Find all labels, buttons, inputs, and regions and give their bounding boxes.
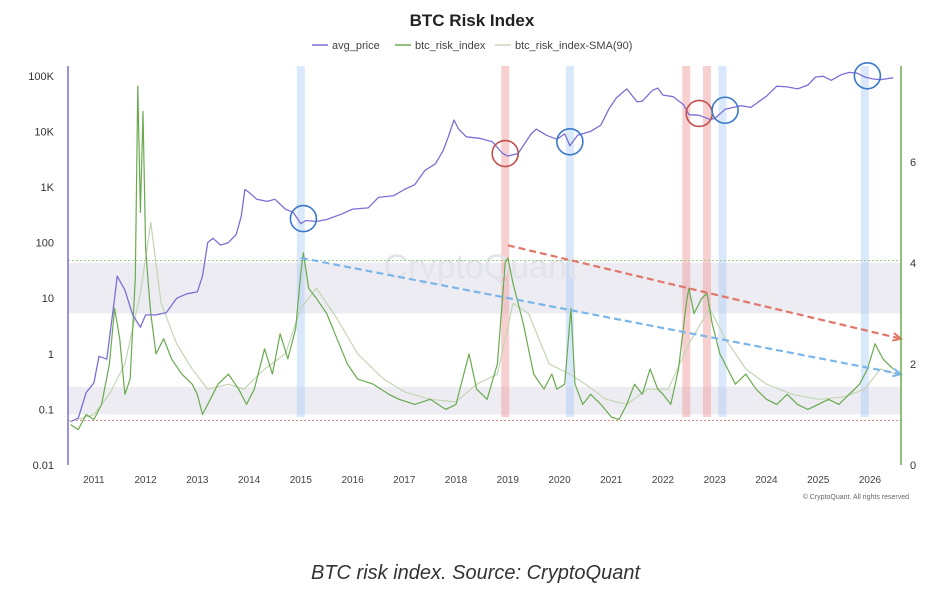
risk-bands [68, 262, 901, 415]
y-left-tick-label: 10 [42, 293, 54, 305]
y-left-tick-label: 10K [34, 126, 54, 138]
band-0 [68, 386, 901, 415]
series-line-btc-risk-index-sma-90- [78, 222, 896, 421]
band-1 [68, 262, 901, 314]
highlight-band-1 [501, 66, 510, 417]
x-tick-label: 2014 [238, 475, 261, 486]
highlight-band-4 [702, 66, 711, 417]
y-left-tick-label: 0.1 [39, 404, 54, 416]
x-tick-label: 2012 [134, 475, 157, 486]
y-right-ticks: 0 2 4 6 [910, 157, 916, 472]
axes [67, 66, 902, 465]
series-line-avg-price [70, 71, 894, 423]
vertical-highlights [296, 66, 869, 417]
y-right-tick-label: 6 [910, 157, 916, 169]
legend-label-1: btc_risk_index [415, 40, 486, 52]
y-left-tick-label: 100 [36, 238, 54, 250]
highlight-band-0 [296, 66, 305, 417]
highlight-circle-4 [711, 96, 739, 125]
chart-title: BTC Risk Index [410, 11, 535, 30]
y-right-tick-label: 0 [910, 460, 916, 472]
figure-caption: BTC risk index. Source: CryptoQuant [310, 562, 640, 584]
highlight-circle-0 [289, 204, 318, 233]
x-tick-label: 2020 [548, 475, 571, 486]
x-tick-label: 2011 [83, 475, 105, 486]
copyright-note: © CryptoQuant. All rights reserved [803, 493, 909, 501]
x-tick-label: 2016 [341, 475, 364, 486]
x-ticks: 2011 2012 2013 2014 2015 2016 2017 2018 2019 2020… [83, 475, 881, 486]
x-tick-label: 2023 [704, 475, 727, 486]
highlight-band-6 [860, 66, 869, 417]
x-tick-label: 2021 [600, 475, 623, 486]
highlight-circle-1 [491, 139, 519, 168]
chart-legend: avg_price btc_risk_index btc_risk_index-SM… [312, 40, 632, 52]
highlight-band-3 [682, 66, 691, 417]
y-right-tick-label: 2 [910, 359, 916, 371]
x-tick-label: 2015 [290, 475, 313, 486]
x-tick-label: 2026 [859, 475, 882, 486]
highlight-band-5 [718, 66, 727, 417]
y-left-tick-label: 1K [41, 182, 55, 194]
threshold-lines [68, 259, 901, 422]
x-tick-label: 2025 [807, 475, 830, 486]
x-tick-label: 2017 [393, 475, 416, 486]
legend-label-2: btc_risk_index-SMA(90) [515, 40, 632, 52]
trend-line-red [507, 244, 902, 340]
x-tick-label: 2024 [755, 475, 778, 486]
x-tick-label: 2019 [497, 475, 520, 486]
x-tick-label: 2022 [652, 475, 675, 486]
legend-label-0: avg_price [332, 40, 380, 52]
y-right-tick-label: 4 [910, 258, 916, 270]
series-lines [70, 71, 896, 431]
highlight-circle-2 [556, 127, 584, 156]
y-left-ticks: 0.01 0.1 1 10 100 1K 10K 100K [28, 71, 54, 472]
series-line-btc-risk-index [70, 85, 894, 431]
y-left-tick-label: 1 [48, 349, 54, 361]
x-tick-label: 2013 [186, 475, 209, 486]
trend-line-blue [300, 256, 902, 376]
highlight-circle-5 [853, 61, 882, 90]
y-left-tick-label: 0.01 [33, 460, 54, 472]
x-tick-label: 2018 [445, 475, 468, 486]
y-left-tick-label: 100K [28, 71, 54, 83]
highlight-circles [289, 61, 882, 233]
highlight-band-2 [565, 66, 574, 417]
